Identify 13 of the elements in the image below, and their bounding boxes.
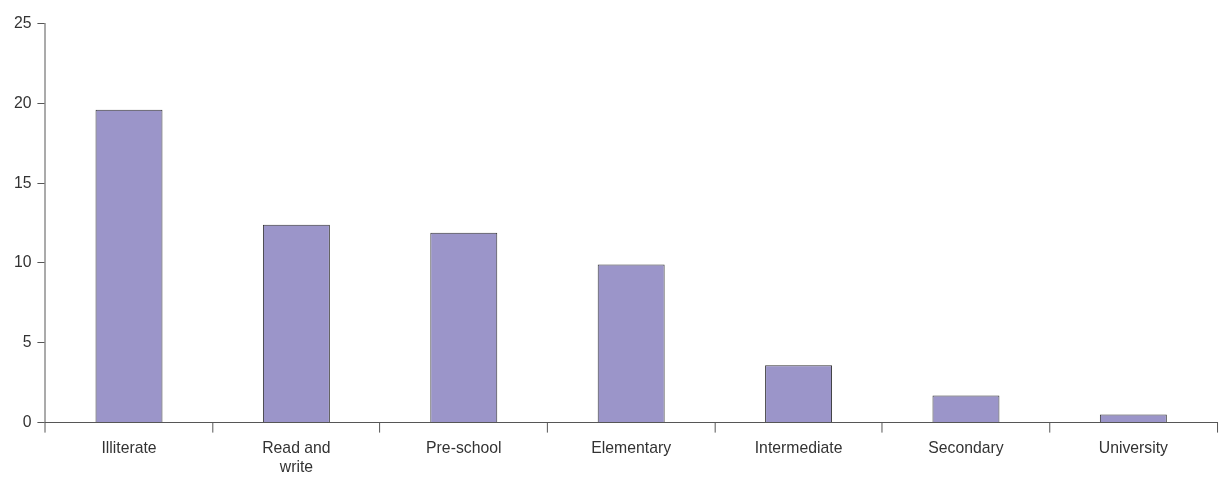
y-tick-label: 10: [13, 253, 32, 271]
x-tick-label: Secondary: [928, 438, 1004, 456]
y-tick-label: 0: [22, 412, 32, 431]
x-tick-label: Pre-school: [426, 438, 502, 456]
y-tick-label: 15: [13, 173, 32, 191]
y-tick-label: 5: [22, 333, 32, 351]
x-tick-label: Intermediate: [754, 438, 843, 456]
x-tick-label: Elementary: [591, 438, 672, 456]
x-tick-label: University: [1098, 438, 1169, 456]
x-tick-label: Read and write: [262, 438, 331, 475]
x-tick-label: Illiterate: [101, 438, 157, 456]
y-tick-label: 25: [13, 13, 32, 32]
y-tick-label: 20: [13, 93, 32, 111]
